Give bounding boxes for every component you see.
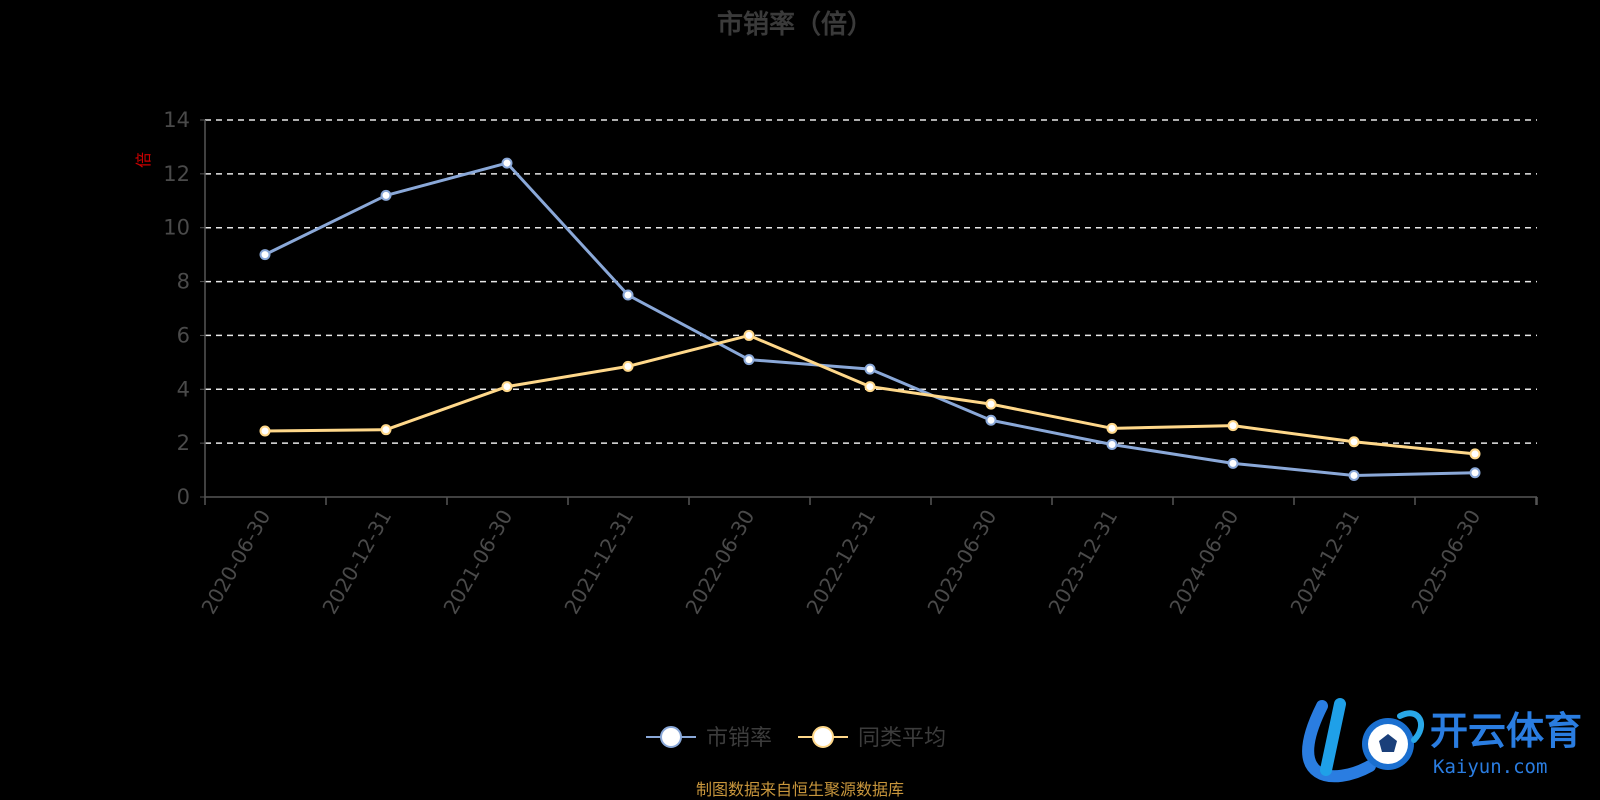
x-tick-label: 2023-06-30 bbox=[922, 506, 1001, 619]
series-line-2 bbox=[264, 333, 1476, 456]
chart-title: 市销率（倍） bbox=[717, 9, 873, 40]
data-point-series-2[interactable] bbox=[1106, 422, 1118, 434]
data-point-series-2[interactable] bbox=[743, 329, 755, 341]
data-point-series-1[interactable] bbox=[864, 363, 876, 375]
legend-label-series-1: 市销率 bbox=[706, 726, 772, 751]
x-tick-label: 2020-12-31 bbox=[317, 506, 396, 619]
y-tick-label: 2 bbox=[177, 431, 190, 455]
brand-name-cn: 开云体育 bbox=[1430, 709, 1582, 753]
data-point-series-1[interactable] bbox=[743, 354, 755, 366]
x-tick-label: 2024-12-31 bbox=[1285, 506, 1364, 619]
grid-lines bbox=[205, 119, 1537, 444]
y-axis-ticks: 0 2 4 6 8 10 12 14 bbox=[163, 108, 205, 509]
data-point-series-1[interactable] bbox=[259, 249, 271, 261]
legend-item-series-1[interactable]: 市销率 bbox=[646, 726, 772, 751]
data-point-series-1[interactable] bbox=[1348, 469, 1360, 481]
y-axis-unit-label: 倍 bbox=[134, 152, 153, 168]
brand-watermark: 开云体育 Kaiyun.com bbox=[1302, 698, 1582, 783]
y-tick-label: 8 bbox=[177, 270, 190, 294]
data-point-series-2[interactable] bbox=[622, 360, 634, 372]
y-tick-label: 14 bbox=[163, 108, 190, 132]
series-line-1 bbox=[264, 161, 1476, 477]
data-point-series-2[interactable] bbox=[1469, 448, 1481, 460]
x-tick-label: 2022-06-30 bbox=[680, 506, 759, 619]
data-point-series-1[interactable] bbox=[622, 289, 634, 301]
x-axis-ticks: 2020-06-30 2020-12-31 2021-06-30 2021-12-31… bbox=[196, 497, 1538, 619]
data-point-series-1[interactable] bbox=[501, 157, 513, 169]
data-point-series-1[interactable] bbox=[1469, 467, 1481, 479]
legend-label-series-2: 同类平均 bbox=[858, 726, 946, 751]
data-point-series-1[interactable] bbox=[380, 189, 392, 201]
brand-name-en: Kaiyun.com bbox=[1433, 756, 1547, 778]
y-tick-label: 0 bbox=[177, 485, 190, 509]
y-tick-label: 10 bbox=[163, 216, 190, 240]
data-point-series-1[interactable] bbox=[1227, 457, 1239, 469]
data-point-series-2[interactable] bbox=[1348, 436, 1360, 448]
data-point-series-2[interactable] bbox=[864, 381, 876, 393]
data-point-series-1[interactable] bbox=[985, 414, 997, 426]
series-lines bbox=[259, 157, 1481, 481]
x-tick-label: 2020-06-30 bbox=[196, 506, 275, 619]
kaiyun-soccer-logo-icon bbox=[1302, 698, 1424, 783]
x-tick-label: 2025-06-30 bbox=[1406, 506, 1485, 619]
x-tick-label: 2024-06-30 bbox=[1164, 506, 1243, 619]
x-tick-label: 2023-12-31 bbox=[1043, 506, 1122, 619]
y-tick-label: 4 bbox=[177, 377, 190, 401]
data-point-series-2[interactable] bbox=[259, 425, 271, 437]
y-tick-label: 6 bbox=[177, 323, 190, 347]
legend-item-series-2[interactable]: 同类平均 bbox=[798, 726, 946, 751]
data-point-series-2[interactable] bbox=[501, 381, 513, 393]
data-point-series-2[interactable] bbox=[985, 398, 997, 410]
data-point-series-2[interactable] bbox=[1227, 420, 1239, 432]
x-tick-label: 2021-06-30 bbox=[438, 506, 517, 619]
data-point-series-1[interactable] bbox=[1106, 438, 1118, 450]
x-tick-label: 2022-12-31 bbox=[801, 506, 880, 619]
legend[interactable]: 市销率 同类平均 bbox=[646, 726, 946, 751]
data-point-series-2[interactable] bbox=[380, 424, 392, 436]
y-tick-label: 12 bbox=[163, 162, 190, 186]
data-source-note: 制图数据来自恒生聚源数据库 bbox=[696, 780, 904, 799]
legend-marker-series-1 bbox=[660, 726, 682, 748]
x-tick-label: 2021-12-31 bbox=[559, 506, 638, 619]
legend-marker-series-2 bbox=[812, 726, 834, 748]
axes bbox=[204, 120, 1537, 498]
